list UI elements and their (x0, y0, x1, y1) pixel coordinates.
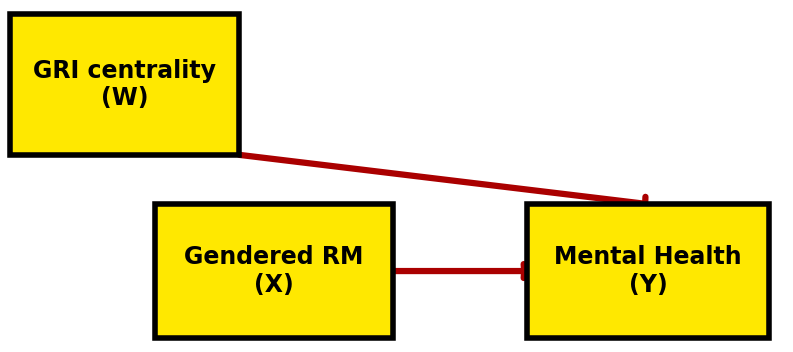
Text: Mental Health
(Y): Mental Health (Y) (554, 245, 742, 297)
FancyBboxPatch shape (10, 14, 239, 155)
FancyBboxPatch shape (527, 204, 769, 338)
FancyBboxPatch shape (155, 204, 393, 338)
Text: Gendered RM
(X): Gendered RM (X) (184, 245, 363, 297)
Text: GRI centrality
(W): GRI centrality (W) (33, 58, 216, 111)
